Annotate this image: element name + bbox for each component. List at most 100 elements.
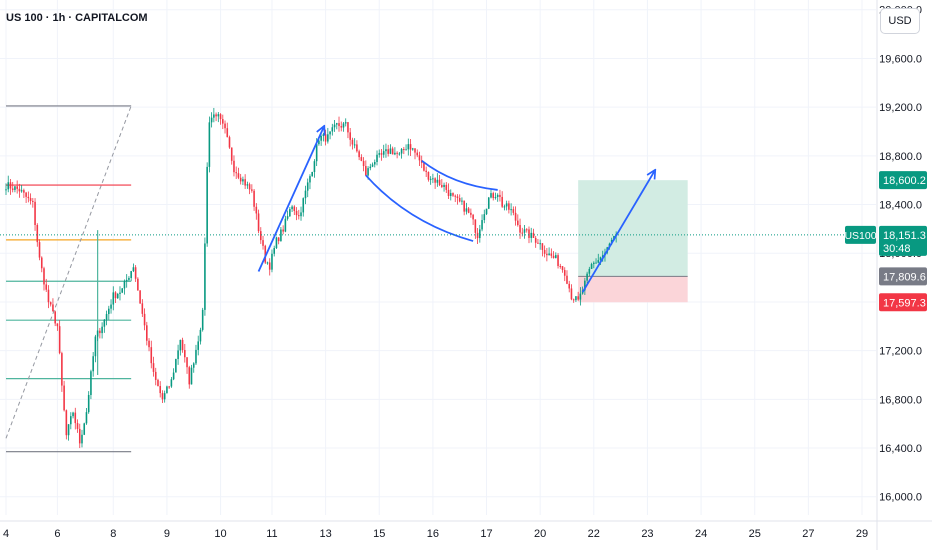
- candle-body: [331, 127, 334, 132]
- candle-body: [445, 184, 448, 190]
- candle-body: [134, 267, 137, 279]
- candle-body: [517, 220, 519, 226]
- candle-body: [505, 203, 508, 207]
- candle-body: [311, 171, 313, 177]
- candle-body: [479, 229, 481, 239]
- candle-body: [195, 349, 197, 364]
- candle-body: [548, 253, 550, 256]
- time-axis[interactable]: 4 6 8 9 10 11 13 15 16 17 20 22 23 24 25 27 29: [3, 528, 868, 540]
- candle-body: [233, 160, 235, 173]
- price-tick-label: 18,400.0: [879, 200, 922, 212]
- candle-body: [461, 200, 463, 202]
- candle-body: [170, 379, 173, 387]
- arrow-drawings[interactable]: [257, 128, 655, 293]
- candle-body: [103, 319, 106, 327]
- candle-body: [112, 292, 115, 305]
- candle-body: [163, 393, 166, 400]
- candle-body: [394, 152, 396, 155]
- candle-body: [259, 231, 262, 241]
- candle-body: [206, 166, 208, 244]
- candle-body: [67, 424, 70, 436]
- candle-body: [559, 265, 562, 267]
- candle-body: [508, 203, 510, 210]
- candle-body: [514, 212, 517, 221]
- candle-body: [132, 267, 135, 272]
- candle-body: [5, 189, 7, 191]
- stop-price-value: 17,597.3: [883, 297, 926, 309]
- time-tick-label: 24: [695, 528, 707, 540]
- candle-body: [40, 257, 43, 269]
- candle-body: [25, 192, 27, 197]
- candle-body: [432, 178, 434, 180]
- candle-body: [409, 144, 412, 150]
- trend-curve: [365, 174, 474, 242]
- time-tick-label: 6: [54, 528, 60, 540]
- candle-body: [280, 229, 282, 242]
- target-price-tag: [879, 171, 927, 190]
- candle-body: [425, 170, 427, 172]
- candle-body: [378, 153, 381, 155]
- candle-body: [528, 229, 530, 238]
- candle-body: [365, 166, 367, 176]
- trend-arrow: [257, 128, 324, 272]
- candle-body: [83, 423, 86, 435]
- candle-body: [213, 114, 215, 118]
- candle-body: [121, 288, 124, 293]
- candle-body: [217, 114, 220, 117]
- candle-body: [197, 341, 200, 350]
- candle-body: [161, 393, 164, 400]
- candle-body: [23, 190, 25, 193]
- candlesticks: [5, 107, 617, 449]
- candle-body: [344, 122, 347, 124]
- candle-body: [204, 243, 206, 310]
- candle-body: [219, 114, 222, 120]
- candle-body: [74, 412, 77, 424]
- currency-button[interactable]: USD: [880, 8, 920, 34]
- candle-body: [139, 290, 141, 304]
- candle-body: [474, 219, 477, 233]
- candle-body: [599, 257, 602, 261]
- long-position-tool[interactable]: [578, 180, 688, 303]
- candle-body: [306, 182, 309, 191]
- time-tick-label: 23: [641, 528, 653, 540]
- candle-body: [452, 193, 454, 196]
- candle-body: [349, 132, 351, 140]
- candle-body: [105, 314, 108, 320]
- candle-body: [282, 229, 284, 232]
- candle-body: [320, 135, 322, 141]
- candle-body: [253, 190, 255, 207]
- candle-body: [309, 176, 311, 183]
- candle-body: [577, 296, 579, 300]
- candle-body: [201, 309, 204, 330]
- target-zone: [578, 180, 688, 277]
- candle-body: [65, 410, 68, 436]
- candle-body: [208, 122, 211, 167]
- candle-body: [353, 144, 356, 146]
- target-price-value: 18,600.2: [883, 175, 926, 187]
- trend-curve: [421, 159, 498, 191]
- horizontal-levels[interactable]: [5, 105, 132, 453]
- candle-body: [411, 148, 414, 150]
- candle-body: [523, 229, 526, 233]
- time-tick-label: 29: [856, 528, 868, 540]
- candle-body: [483, 214, 486, 221]
- candle-body: [512, 209, 515, 213]
- candle-body: [476, 232, 479, 239]
- candle-body: [539, 243, 541, 245]
- candle-body: [470, 212, 472, 215]
- candle-body: [172, 372, 175, 380]
- candle-body: [246, 184, 249, 186]
- candle-body: [525, 229, 528, 231]
- time-tick-label: 15: [373, 528, 385, 540]
- candle-body: [454, 195, 457, 197]
- candle-body: [141, 303, 144, 314]
- candle-body: [407, 144, 410, 150]
- price-tick-label: 19,600.0: [879, 53, 922, 65]
- candle-body: [537, 242, 539, 244]
- candle-body: [275, 237, 278, 249]
- candle-body: [154, 371, 157, 380]
- candle-body: [152, 363, 155, 372]
- candle-body: [268, 262, 271, 270]
